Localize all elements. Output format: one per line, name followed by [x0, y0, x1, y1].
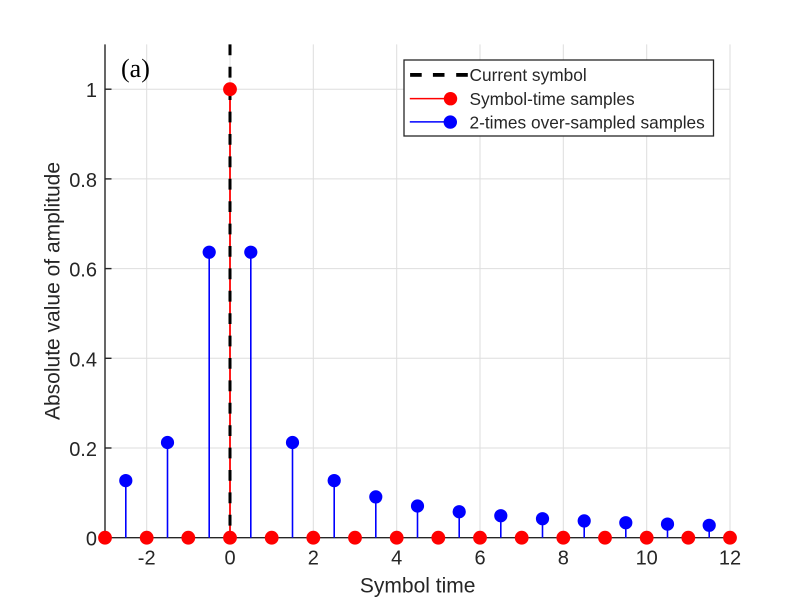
svg-text:Symbol time: Symbol time [360, 575, 476, 598]
svg-text:2-times over-sampled samples: 2-times over-sampled samples [470, 113, 706, 133]
svg-text:Symbol-time samples: Symbol-time samples [470, 89, 636, 109]
svg-text:0.8: 0.8 [69, 170, 97, 192]
svg-text:0: 0 [224, 548, 235, 570]
svg-text:2: 2 [308, 548, 319, 570]
svg-text:10: 10 [636, 548, 658, 570]
svg-text:0.6: 0.6 [69, 260, 97, 282]
svg-text:0.2: 0.2 [69, 439, 97, 461]
svg-text:6: 6 [474, 548, 485, 570]
svg-text:4: 4 [391, 548, 402, 570]
svg-text:-2: -2 [138, 548, 156, 570]
svg-text:8: 8 [558, 548, 569, 570]
svg-text:(a): (a) [121, 54, 150, 83]
svg-text:Absolute value of amplitude: Absolute value of amplitude [42, 162, 65, 420]
svg-text:Current symbol: Current symbol [470, 65, 587, 85]
svg-text:1: 1 [86, 80, 97, 102]
svg-text:12: 12 [719, 548, 741, 570]
svg-text:0: 0 [86, 529, 97, 551]
svg-text:0.4: 0.4 [69, 349, 97, 371]
